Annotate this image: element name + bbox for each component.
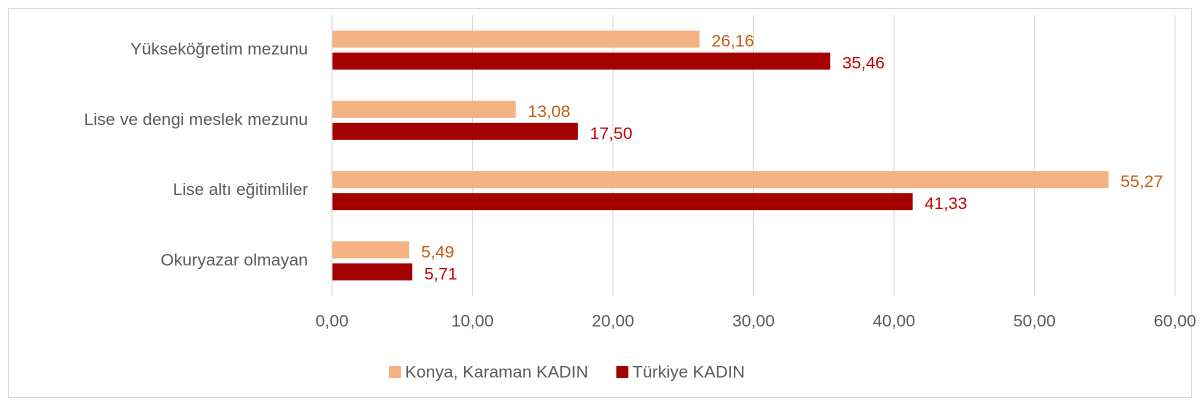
value-label: 55,27 [1121,172,1164,191]
bar [332,52,831,70]
bar [332,171,1109,189]
value-label: 13,08 [528,102,571,121]
category-label: Lise ve dengi meslek mezunu [84,110,308,129]
legend-label: Konya, Karaman KADIN [405,362,588,381]
x-tick-label: 0,00 [315,311,348,330]
x-tick-label: 60,00 [1154,311,1197,330]
bar [332,263,413,281]
category-label: Yükseköğretim mezunu [130,40,308,59]
value-label: 41,33 [925,194,968,213]
bar [332,241,410,259]
x-tick-label: 40,00 [873,311,916,330]
legend-swatch [616,366,629,378]
category-label: Lise altı eğitimliler [173,180,308,199]
value-label: 5,49 [421,242,454,261]
value-label: 17,50 [590,124,633,143]
x-tick-label: 20,00 [592,311,635,330]
bar [332,193,913,211]
bar [332,122,578,140]
category-label: Okuryazar olmayan [161,250,308,269]
value-label: 26,16 [712,32,755,51]
legend-swatch [389,366,401,378]
value-label: 5,71 [424,264,457,283]
x-tick-label: 10,00 [451,311,494,330]
bar [332,30,700,48]
x-tick-label: 30,00 [732,311,775,330]
bar [332,100,516,118]
legend-label: Türkiye KADIN [632,362,744,381]
value-label: 35,46 [842,54,885,73]
x-tick-label: 50,00 [1013,311,1056,330]
